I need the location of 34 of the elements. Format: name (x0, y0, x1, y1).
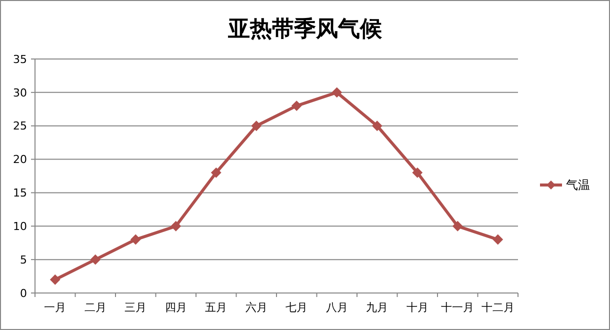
chart-title: 亚热带季风气候 (227, 16, 383, 42)
legend-label: 气温 (566, 178, 590, 192)
y-tick-label: 5 (20, 253, 27, 266)
x-tick-label: 三月 (124, 301, 147, 314)
point (492, 234, 503, 245)
y-tick-label: 25 (13, 120, 27, 133)
x-tick-label: 一月 (44, 301, 66, 314)
point (50, 274, 60, 285)
x-tick-label: 五月 (205, 301, 228, 314)
point (130, 234, 141, 245)
point (211, 168, 222, 178)
y-tick-label: 20 (13, 153, 27, 166)
y-tick-label: 30 (13, 86, 27, 100)
point (372, 120, 382, 131)
x-tick-label: 八月 (326, 301, 348, 314)
point (332, 87, 342, 98)
x-tick-label: 七月 (286, 301, 308, 314)
y-tick-label: 10 (13, 220, 27, 233)
x-tick-label: 九月 (366, 301, 388, 314)
x-tick-label: 十二月 (481, 301, 514, 314)
y-tick-label: 15 (13, 186, 27, 200)
point (412, 168, 422, 178)
y-tick-label: 0 (20, 286, 27, 300)
point (251, 120, 262, 131)
point (452, 221, 463, 232)
point (292, 100, 302, 111)
x-tick-label: 二月 (84, 301, 106, 314)
x-tick-label: 六月 (245, 301, 268, 314)
x-tick-label: 十月 (406, 301, 428, 314)
x-tick-label: 四月 (164, 301, 187, 314)
y-tick-label: 35 (13, 52, 27, 66)
point (90, 254, 100, 265)
x-tick-label: 十一月 (441, 301, 474, 314)
point (170, 221, 181, 232)
